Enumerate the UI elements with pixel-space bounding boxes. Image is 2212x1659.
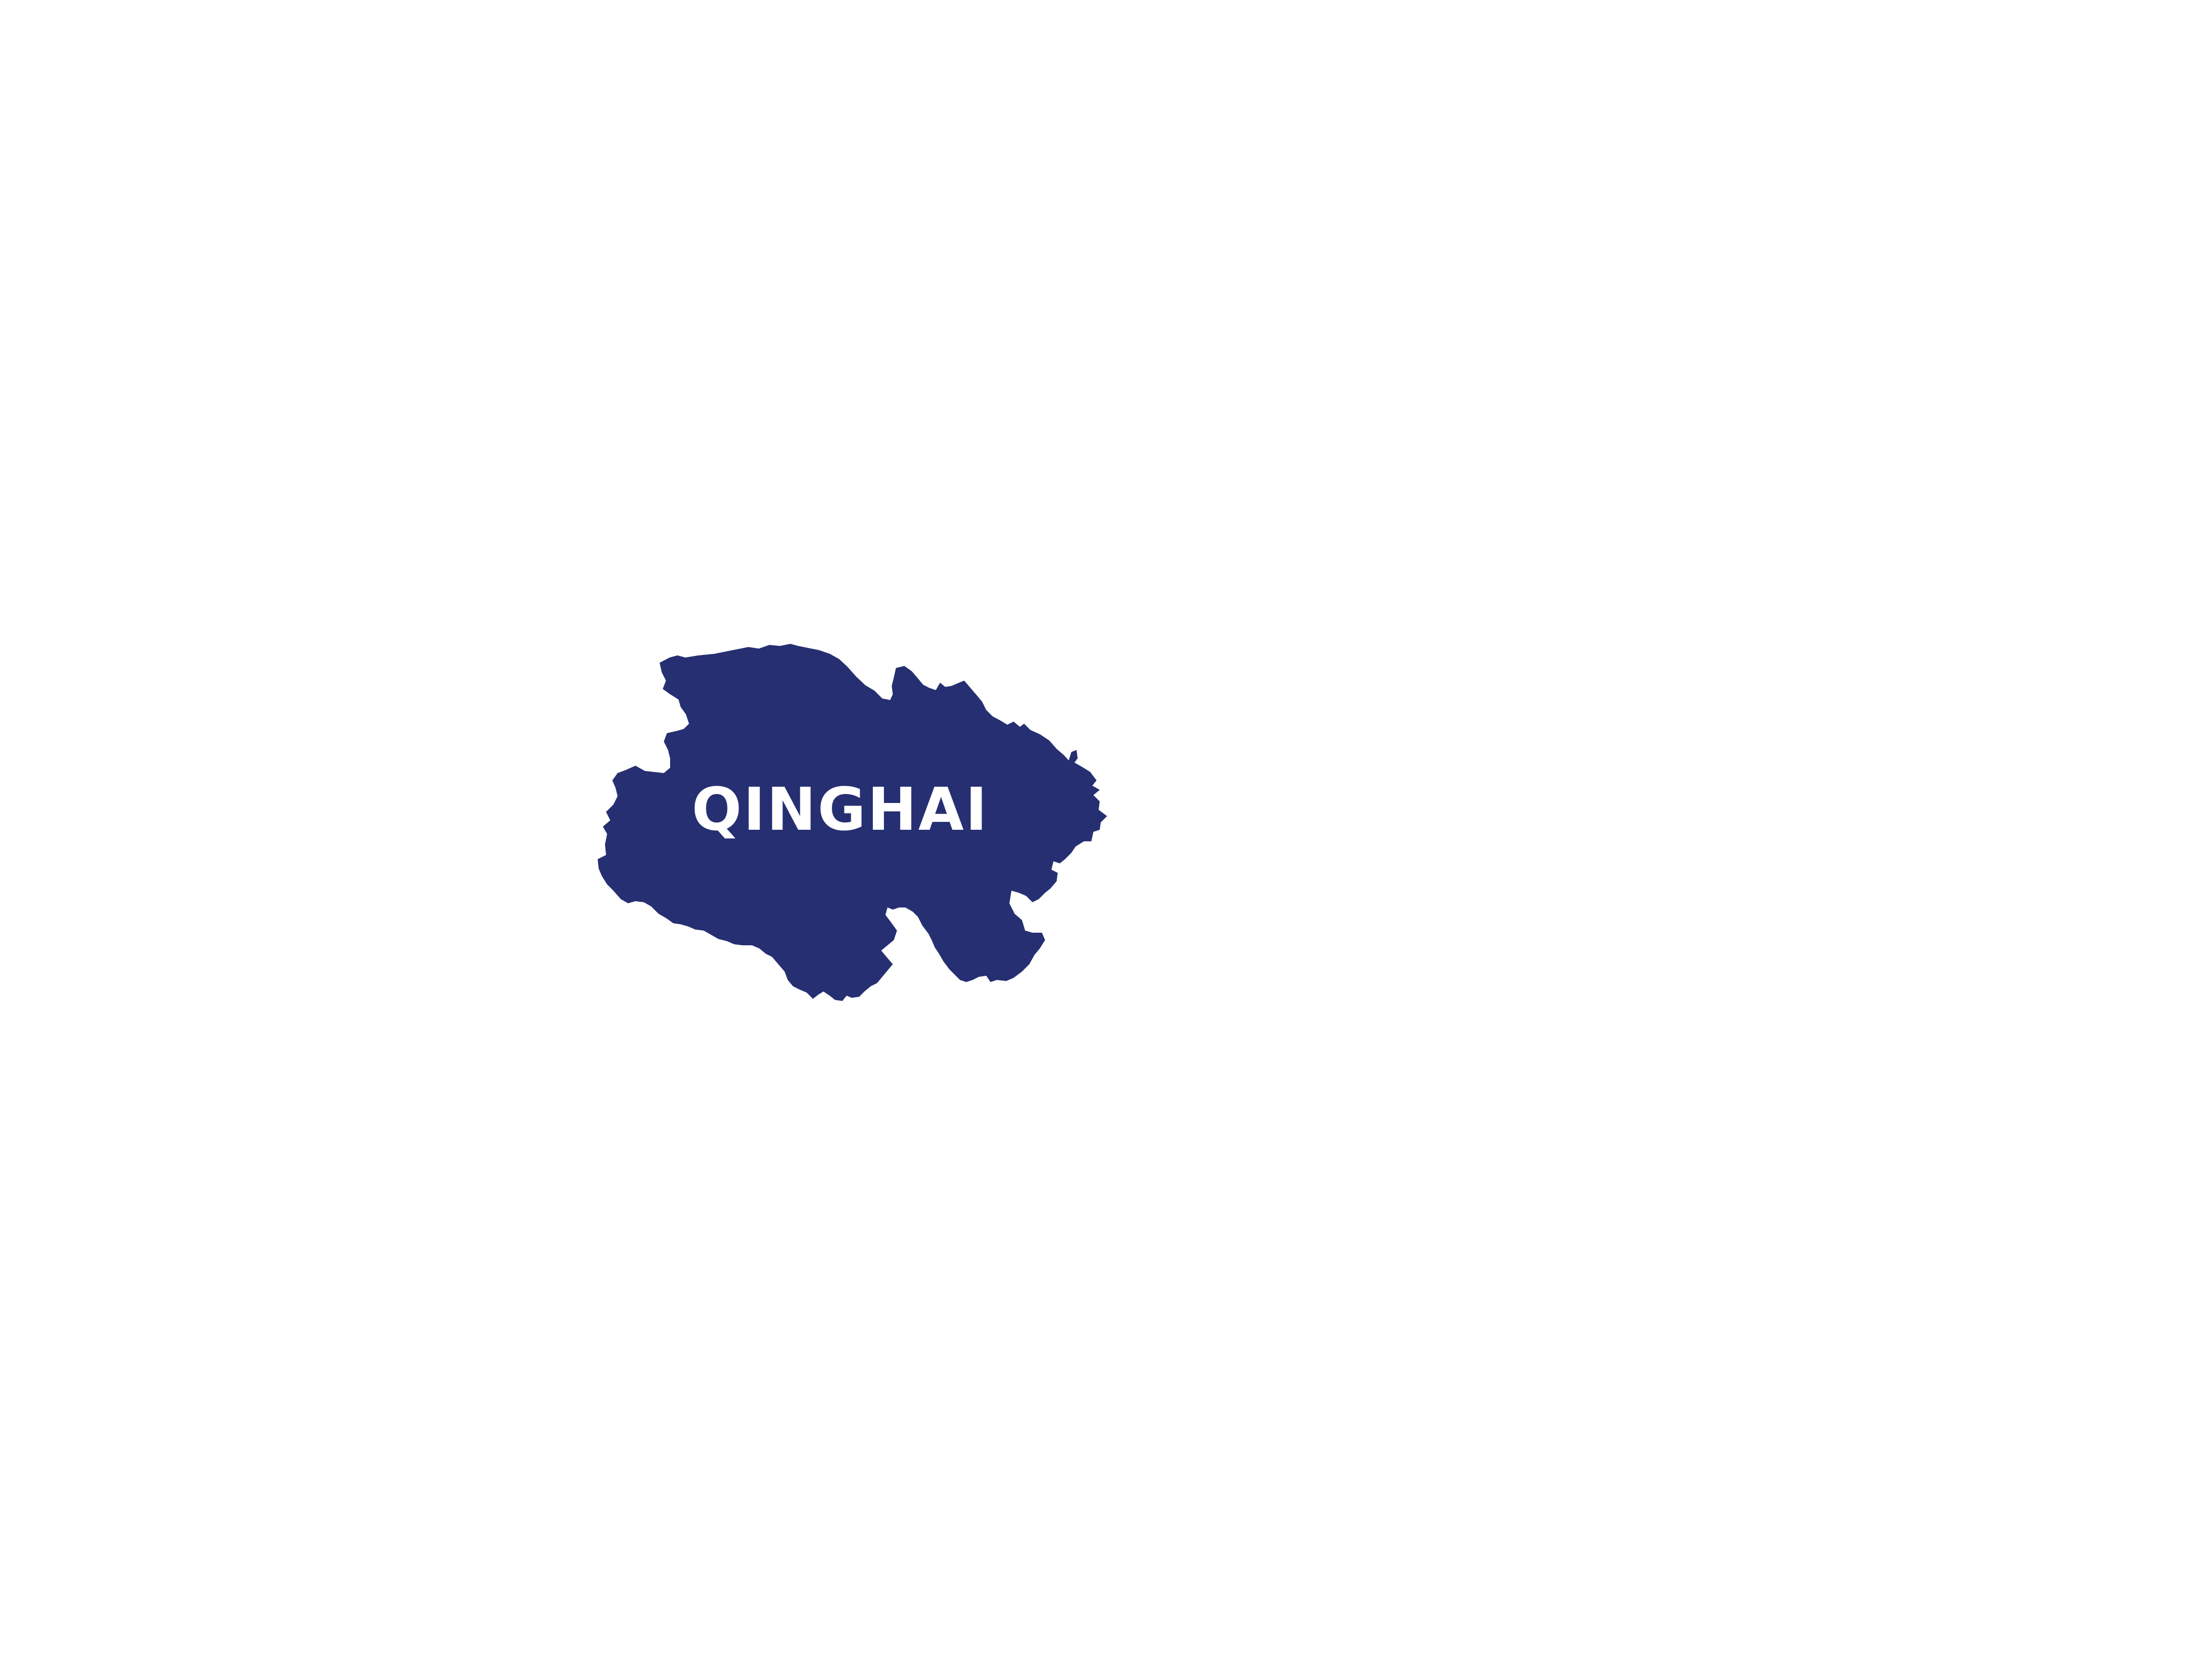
- region-label: QINGHAI: [692, 776, 989, 844]
- qinghai-province-shape[interactable]: [598, 644, 1107, 1001]
